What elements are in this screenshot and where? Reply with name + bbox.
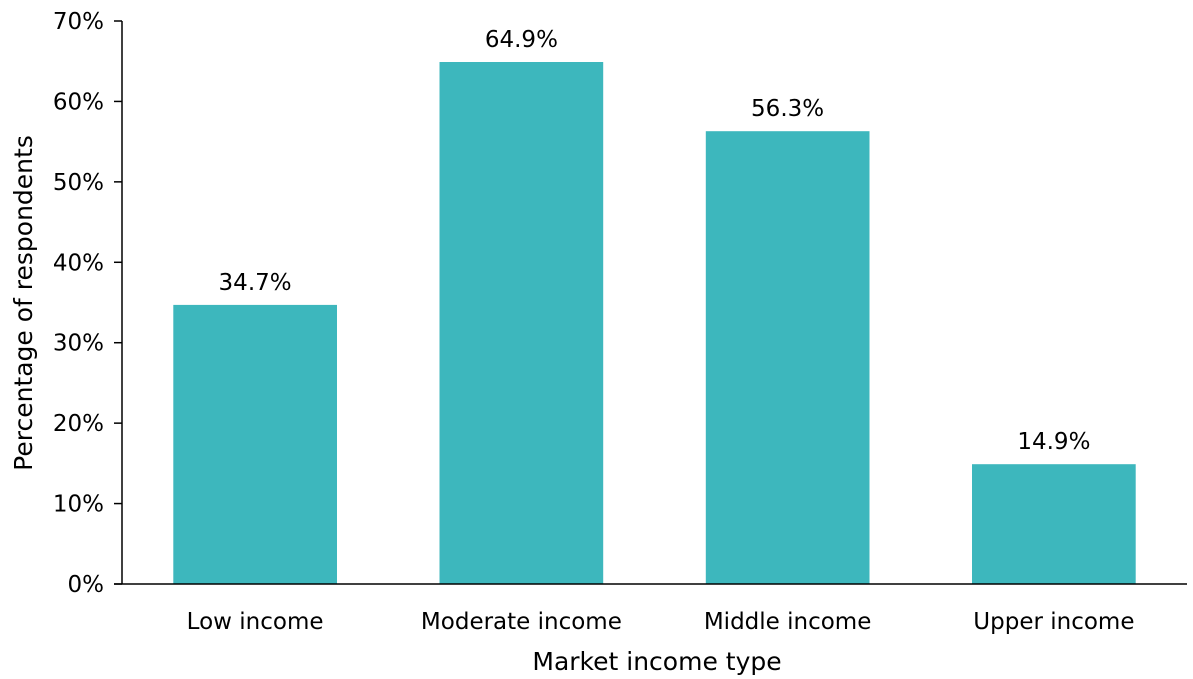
bar-1 xyxy=(439,62,604,584)
data-labels-group: 34.7% 64.9% 56.3% 14.9% xyxy=(219,27,1091,455)
data-label-2: 56.3% xyxy=(751,96,824,122)
y-tick-label-2: 20% xyxy=(53,411,104,437)
x-axis: Low income Moderate income Middle income Up… xyxy=(114,583,1187,635)
category-label-0: Low income xyxy=(187,609,324,635)
y-tick-label-7: 70% xyxy=(53,9,104,35)
y-tick-label-1: 10% xyxy=(53,492,104,518)
category-label-1: Moderate income xyxy=(421,609,622,635)
data-label-3: 14.9% xyxy=(1017,429,1090,455)
category-label-2: Middle income xyxy=(704,609,872,635)
data-label-1: 64.9% xyxy=(485,27,558,53)
bar-0 xyxy=(173,304,337,584)
x-axis-title: Market income type xyxy=(532,647,781,676)
y-tick-label-4: 40% xyxy=(53,250,104,276)
y-tick-label-0: 0% xyxy=(68,572,105,598)
bars-group xyxy=(173,62,1136,584)
y-tick-label-6: 60% xyxy=(53,89,104,115)
bar-2 xyxy=(705,131,870,584)
y-tick-label-3: 30% xyxy=(53,331,104,357)
data-label-0: 34.7% xyxy=(219,270,292,296)
y-tick-label-5: 50% xyxy=(53,170,104,196)
y-axis-title: Percentage of respondents xyxy=(9,135,38,471)
bar-3 xyxy=(972,464,1136,584)
y-axis: 0% 10% 20% 30% 40% 50% 60% 70% xyxy=(53,9,123,598)
category-label-3: Upper income xyxy=(973,609,1134,635)
